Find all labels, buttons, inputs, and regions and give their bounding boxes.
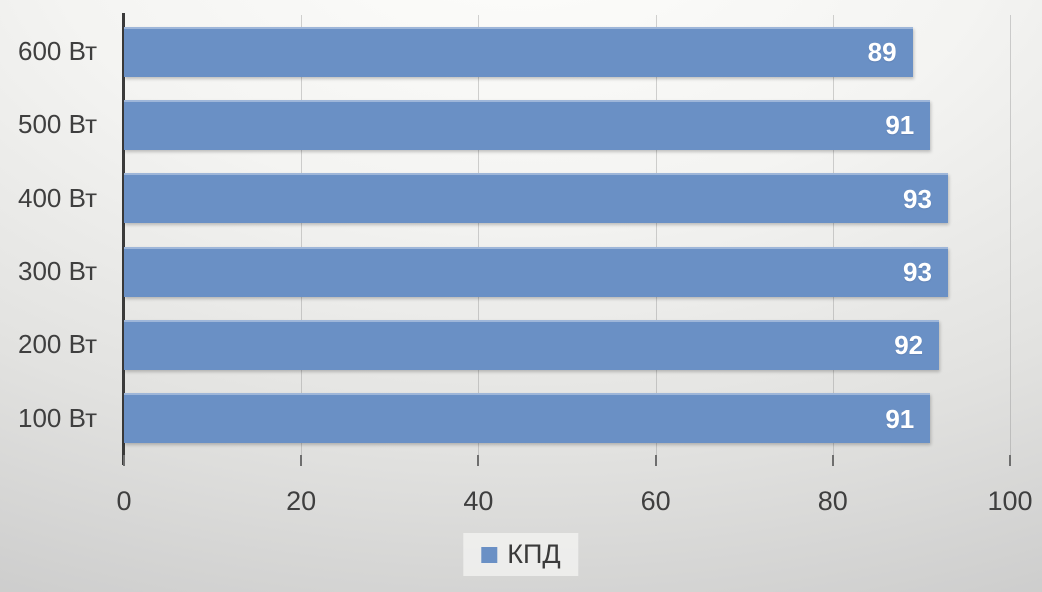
x-tick-label-60: 60 (640, 486, 671, 516)
x-axis-tick-marks (123, 455, 1011, 466)
category-label-500-вт: 500 Вт (18, 109, 97, 140)
category-axis: 600 Вт 500 Вт 400 Вт 300 Вт 200 Вт 100 Вт (0, 15, 97, 455)
tick-mark-60 (654, 455, 657, 466)
category-axis-line (122, 13, 125, 465)
bar-row: 91 (124, 88, 1010, 161)
bar-row: 93 (124, 162, 1010, 235)
bar-value-label: 91 (885, 110, 915, 141)
tick-mark-100 (1009, 455, 1011, 466)
gridline-x-60 (655, 15, 657, 455)
legend-swatch-icon (481, 546, 498, 563)
x-tick-label-20: 20 (286, 486, 317, 516)
category-label-600-вт: 600 Вт (18, 36, 97, 67)
bar-value-label: 93 (903, 183, 932, 214)
category-label-100-вт: 100 Вт (18, 402, 97, 433)
x-axis-tick-labels: 0 20 40 60 80 100 (116, 486, 1032, 518)
bar-300-вт: 93 (124, 246, 948, 297)
x-tick-label-100: 100 (987, 486, 1033, 516)
bar-row: 93 (124, 235, 1010, 308)
legend-series-label: КПД (507, 539, 561, 569)
x-tick-label-40: 40 (463, 486, 494, 516)
gridline-x-40 (478, 15, 480, 455)
bar-value-label: 92 (894, 330, 924, 361)
category-label-200-вт: 200 Вт (18, 329, 97, 360)
bar-value-label: 89 (867, 37, 897, 68)
gridline-x-20 (301, 15, 303, 455)
gridline-x-80 (832, 15, 834, 455)
bar-100-вт: 91 (124, 393, 931, 444)
gridline-x-100 (1010, 15, 1011, 455)
bar-600-вт: 89 (124, 26, 913, 77)
tick-mark-20 (300, 455, 303, 466)
bar-200-вт: 92 (124, 319, 940, 370)
x-tick-label-0: 0 (116, 486, 132, 516)
category-label-300-вт: 300 Вт (18, 256, 97, 287)
plot-area: 89 91 93 93 92 91 (124, 15, 1011, 455)
bar-400-вт: 93 (124, 173, 948, 224)
bar-row: 89 (124, 15, 1010, 88)
bar-row: 91 (124, 382, 1010, 455)
bar-500-вт: 91 (124, 99, 931, 150)
category-label-400-вт: 400 Вт (18, 182, 97, 213)
tick-mark-80 (831, 455, 834, 466)
tick-mark-0 (123, 455, 125, 466)
bar-value-label: 91 (885, 403, 915, 434)
bar-value-label: 93 (903, 257, 932, 288)
bar-row: 92 (124, 308, 1010, 381)
tick-mark-40 (477, 455, 480, 466)
legend: КПД (463, 533, 579, 576)
x-tick-label-80: 80 (817, 486, 848, 516)
